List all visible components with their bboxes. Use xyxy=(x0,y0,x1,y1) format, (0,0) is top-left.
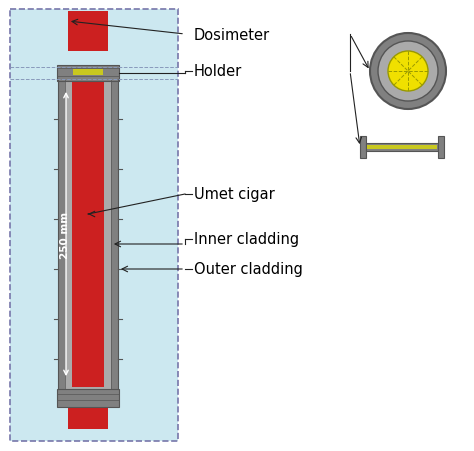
Bar xyxy=(58,80,118,389)
Bar xyxy=(367,146,437,150)
Circle shape xyxy=(378,42,438,102)
Bar xyxy=(10,10,178,441)
Text: Outer cladding: Outer cladding xyxy=(194,262,303,277)
Text: Inner cladding: Inner cladding xyxy=(194,232,299,247)
Bar xyxy=(73,70,103,76)
Text: Holder: Holder xyxy=(194,64,242,79)
Bar xyxy=(68,12,108,52)
Bar xyxy=(57,389,119,407)
Bar xyxy=(360,137,366,159)
Text: Dosimeter: Dosimeter xyxy=(194,28,270,42)
Bar xyxy=(438,137,444,159)
Text: Umet cigar: Umet cigar xyxy=(194,187,275,202)
Bar xyxy=(72,82,104,387)
Bar xyxy=(68,407,108,429)
Bar xyxy=(57,66,119,82)
Bar xyxy=(65,80,111,389)
Text: 250 mm: 250 mm xyxy=(60,211,70,258)
Bar xyxy=(366,144,438,152)
Circle shape xyxy=(370,34,446,110)
Circle shape xyxy=(388,52,428,92)
